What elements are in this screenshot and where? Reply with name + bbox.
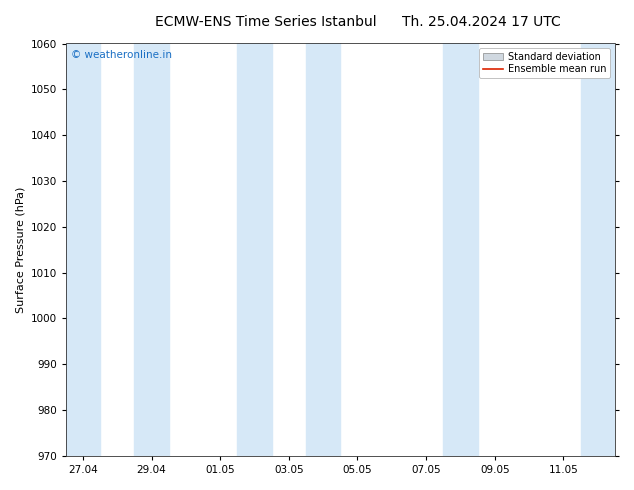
Bar bbox=[237, 44, 272, 456]
Bar bbox=[134, 44, 169, 456]
Bar bbox=[66, 44, 100, 456]
Bar bbox=[443, 44, 477, 456]
Bar bbox=[306, 44, 340, 456]
Text: ECMW-ENS Time Series Istanbul: ECMW-ENS Time Series Istanbul bbox=[155, 15, 377, 29]
Text: Th. 25.04.2024 17 UTC: Th. 25.04.2024 17 UTC bbox=[403, 15, 561, 29]
Bar bbox=[581, 44, 615, 456]
Y-axis label: Surface Pressure (hPa): Surface Pressure (hPa) bbox=[15, 187, 25, 313]
Text: © weatheronline.in: © weatheronline.in bbox=[71, 49, 172, 60]
Legend: Standard deviation, Ensemble mean run: Standard deviation, Ensemble mean run bbox=[479, 49, 610, 78]
